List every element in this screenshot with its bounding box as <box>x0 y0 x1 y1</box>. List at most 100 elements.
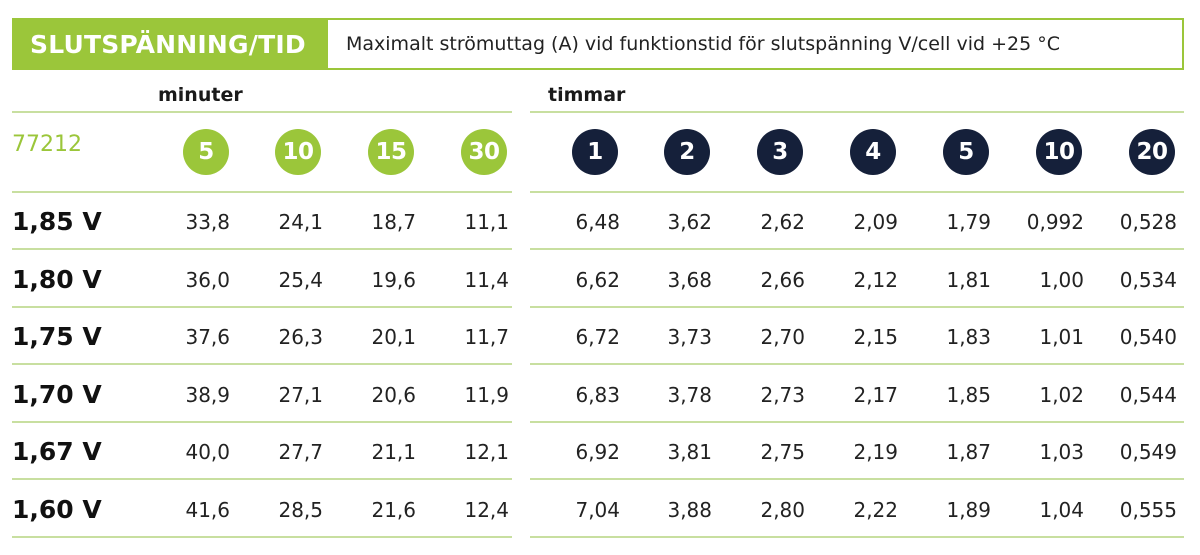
divider-minutes-group <box>12 111 512 113</box>
table-cell: 3,73 <box>667 325 712 349</box>
minute-column-header: 30 <box>461 129 507 175</box>
row-voltage-label: 1,67 V <box>12 437 102 466</box>
table-cell: 0,544 <box>1119 383 1177 407</box>
divider-row <box>530 478 1184 480</box>
row-voltage-label: 1,70 V <box>12 380 102 409</box>
table-header: SLUTSPÄNNING/TID Maximalt strömuttag (A)… <box>12 18 1184 70</box>
table-cell: 1,01 <box>1039 325 1084 349</box>
row-voltage-label: 1,60 V <box>12 495 102 524</box>
table-cell: 11,1 <box>464 210 509 234</box>
table-cell: 1,81 <box>946 268 991 292</box>
table-cell: 19,6 <box>371 268 416 292</box>
table-cell: 33,8 <box>185 210 230 234</box>
table-cell: 38,9 <box>185 383 230 407</box>
table-cell: 1,83 <box>946 325 991 349</box>
table-cell: 0,549 <box>1119 440 1177 464</box>
table-cell: 2,17 <box>853 383 898 407</box>
table-cell: 1,00 <box>1039 268 1084 292</box>
table-cell: 20,6 <box>371 383 416 407</box>
divider-row <box>12 248 512 250</box>
divider-hours-group <box>530 111 1184 113</box>
table-cell: 0,528 <box>1119 210 1177 234</box>
table-cell: 2,70 <box>760 325 805 349</box>
divider-row <box>12 421 512 423</box>
minutes-group-label: minuter <box>158 84 243 106</box>
table-cell: 11,4 <box>464 268 509 292</box>
table-cell: 3,68 <box>667 268 712 292</box>
table-cell: 2,15 <box>853 325 898 349</box>
table-cell: 27,1 <box>278 383 323 407</box>
table-cell: 27,7 <box>278 440 323 464</box>
table-cell: 6,72 <box>575 325 620 349</box>
table-cell: 6,48 <box>575 210 620 234</box>
row-voltage-label: 1,75 V <box>12 322 102 351</box>
table-cell: 20,1 <box>371 325 416 349</box>
hour-column-header: 5 <box>943 129 989 175</box>
table-cell: 3,78 <box>667 383 712 407</box>
table-cell: 18,7 <box>371 210 416 234</box>
table-cell: 21,1 <box>371 440 416 464</box>
divider-header <box>530 191 1184 193</box>
hour-column-header: 1 <box>572 129 618 175</box>
table-cell: 1,03 <box>1039 440 1084 464</box>
table-cell: 12,4 <box>464 498 509 522</box>
table-cell: 40,0 <box>185 440 230 464</box>
divider-row <box>530 306 1184 308</box>
table-cell: 0,555 <box>1119 498 1177 522</box>
minute-column-header: 10 <box>275 129 321 175</box>
table-cell: 6,83 <box>575 383 620 407</box>
table-cell: 36,0 <box>185 268 230 292</box>
table-cell: 1,79 <box>946 210 991 234</box>
table-cell: 1,04 <box>1039 498 1084 522</box>
hour-column-header: 3 <box>757 129 803 175</box>
table-cell: 2,73 <box>760 383 805 407</box>
table-cell: 11,7 <box>464 325 509 349</box>
table-cell: 3,62 <box>667 210 712 234</box>
table-cell: 1,87 <box>946 440 991 464</box>
table-cell: 0,540 <box>1119 325 1177 349</box>
table-cell: 37,6 <box>185 325 230 349</box>
table-cell: 12,1 <box>464 440 509 464</box>
divider-row <box>530 363 1184 365</box>
table-cell: 1,89 <box>946 498 991 522</box>
table-title: SLUTSPÄNNING/TID <box>14 20 328 68</box>
table-cell: 0,534 <box>1119 268 1177 292</box>
table-cell: 28,5 <box>278 498 323 522</box>
hour-column-header: 20 <box>1129 129 1175 175</box>
table-cell: 2,80 <box>760 498 805 522</box>
table-cell: 2,22 <box>853 498 898 522</box>
table-cell: 2,19 <box>853 440 898 464</box>
table-cell: 2,62 <box>760 210 805 234</box>
table-cell: 1,85 <box>946 383 991 407</box>
table-cell: 25,4 <box>278 268 323 292</box>
table-cell: 11,9 <box>464 383 509 407</box>
divider-row <box>12 536 512 538</box>
divider-row <box>12 306 512 308</box>
product-code: 77212 <box>12 132 82 157</box>
table-cell: 21,6 <box>371 498 416 522</box>
table-cell: 2,09 <box>853 210 898 234</box>
hours-group-label: timmar <box>548 84 626 106</box>
table-cell: 0,992 <box>1026 210 1084 234</box>
table-cell: 2,75 <box>760 440 805 464</box>
divider-row <box>530 421 1184 423</box>
hour-column-header: 4 <box>850 129 896 175</box>
hour-column-header: 10 <box>1036 129 1082 175</box>
table-cell: 3,88 <box>667 498 712 522</box>
minute-column-header: 15 <box>368 129 414 175</box>
divider-header <box>12 191 512 193</box>
table-description: Maximalt strömuttag (A) vid funktionstid… <box>346 33 1061 55</box>
table-cell: 3,81 <box>667 440 712 464</box>
table-cell: 1,02 <box>1039 383 1084 407</box>
divider-row <box>530 536 1184 538</box>
divider-row <box>12 478 512 480</box>
table-cell: 26,3 <box>278 325 323 349</box>
divider-row <box>530 248 1184 250</box>
table-cell: 41,6 <box>185 498 230 522</box>
row-voltage-label: 1,80 V <box>12 265 102 294</box>
table-cell: 6,62 <box>575 268 620 292</box>
divider-row <box>12 363 512 365</box>
table-cell: 2,12 <box>853 268 898 292</box>
row-voltage-label: 1,85 V <box>12 207 102 236</box>
minute-column-header: 5 <box>183 129 229 175</box>
